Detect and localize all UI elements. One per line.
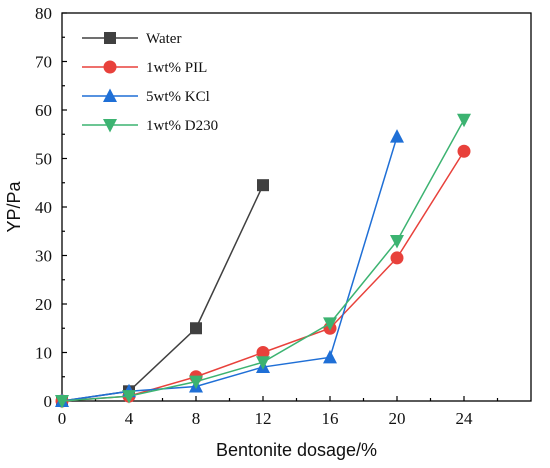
data-point xyxy=(122,390,136,404)
y-tick-label: 70 xyxy=(35,53,52,72)
data-point xyxy=(457,113,471,128)
y-tick-label: 20 xyxy=(35,295,52,314)
legend: Water 1wt% PIL 5wt% KCl 1wt% D230 xyxy=(82,31,218,134)
data-point xyxy=(390,251,404,265)
legend-item: Water xyxy=(82,31,181,47)
y-tick-label: 0 xyxy=(44,392,53,411)
data-point xyxy=(323,349,337,364)
legend-marker xyxy=(103,88,117,102)
series-3 xyxy=(55,113,471,409)
data-point xyxy=(256,346,270,359)
legend-marker xyxy=(103,119,117,133)
data-point xyxy=(55,395,69,409)
data-point xyxy=(390,129,404,143)
data-point xyxy=(190,322,202,335)
series-0 xyxy=(56,179,269,407)
y-tick-label: 60 xyxy=(35,101,52,120)
legend-item: 1wt% PIL xyxy=(82,60,207,76)
data-point xyxy=(323,317,337,331)
x-tick-label: 8 xyxy=(192,409,201,428)
legend-label: 5wt% KCl xyxy=(146,89,210,105)
data-point xyxy=(189,375,203,390)
data-point xyxy=(256,356,270,370)
legend-label: 1wt% PIL xyxy=(146,60,207,76)
y-tick-label: 30 xyxy=(35,247,52,266)
y-axis-title: YP/Pa xyxy=(4,180,24,232)
legend-label: 1wt% D230 xyxy=(146,118,218,134)
legend-item: 5wt% KCl xyxy=(82,88,210,105)
y-tick-label: 80 xyxy=(35,4,52,23)
x-tick-label: 4 xyxy=(125,409,134,428)
series-layer xyxy=(55,113,471,409)
legend-label: Water xyxy=(146,31,181,47)
legend-marker xyxy=(104,32,116,44)
y-tick-label: 50 xyxy=(35,150,52,169)
x-tick-label: 20 xyxy=(389,409,406,428)
data-point xyxy=(457,144,471,158)
x-tick-label: 0 xyxy=(58,409,67,428)
x-tick-label: 12 xyxy=(255,409,272,428)
legend-item: 1wt% D230 xyxy=(82,118,218,134)
legend-marker xyxy=(103,60,117,74)
axes: 0 4 8 12 16 20 24 0 10 20 30 40 50 60 70 80 xyxy=(35,4,532,428)
data-point xyxy=(390,234,404,249)
x-tick-label: 24 xyxy=(456,409,474,428)
series-line xyxy=(61,184,264,402)
data-point xyxy=(257,179,269,192)
y-tick-label: 10 xyxy=(35,344,52,363)
y-tick-label: 40 xyxy=(35,198,52,217)
series-line xyxy=(61,136,398,402)
x-tick-label: 16 xyxy=(322,409,339,428)
x-axis-title: Bentonite dosage/% xyxy=(216,440,377,460)
